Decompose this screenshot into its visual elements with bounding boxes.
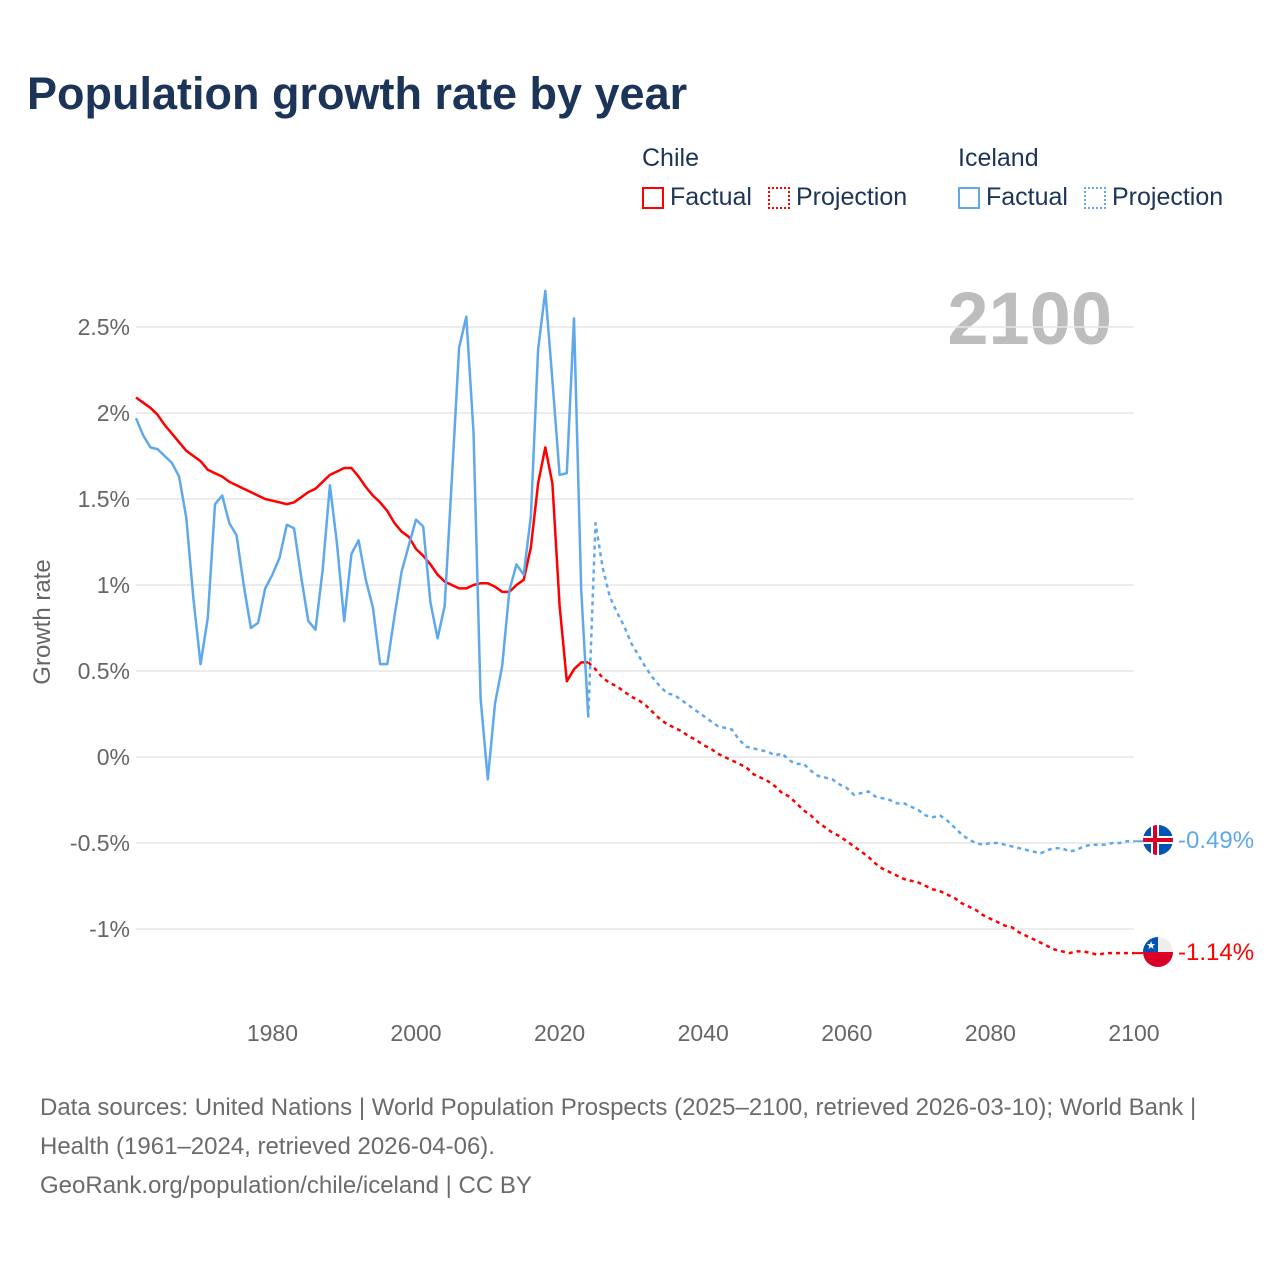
legend-iceland-factual[interactable]: Factual [958,183,1068,212]
legend-chile-projection[interactable]: Projection [767,183,908,212]
iceland-end-value: -0.49% [1178,827,1254,854]
credit-link[interactable]: GeoRank.org/population/chile/iceland | C… [40,1172,532,1199]
current-year-label: 2100 [947,277,1112,360]
chile-end-value: -1.14% [1178,939,1254,966]
iceland-flag-icon [1143,825,1173,855]
legend-swatch-dotted [767,186,790,209]
x-tick-label: 2100 [1108,1020,1159,1046]
x-tick-label: 2000 [390,1020,441,1046]
legend-iceland-title: Iceland [958,144,1039,172]
y-tick-label: 0% [97,744,130,770]
legend-iceland-projection[interactable]: Projection [1083,183,1224,212]
legend-swatch-dotted [1083,186,1106,209]
legend-iceland: Iceland Factual Projection [958,144,1223,212]
footer: Data sources: United Nations | World Pop… [40,1088,1240,1205]
y-axis-title: Growth rate [29,559,56,684]
series-line-iceland-projection [587,521,1134,855]
legend-label: Factual [670,183,752,211]
chile-flag-icon: ★ [1143,937,1173,967]
legend-label: Projection [1111,183,1224,211]
legend-chile: Chile Factual Projection [642,144,907,212]
x-tick-label: 2080 [965,1020,1016,1046]
legend-swatch-solid [958,186,980,209]
y-tick-label: 0.5% [78,658,130,684]
y-tick-label: 2% [97,400,130,426]
x-tick-label: 2060 [821,1020,872,1046]
legend-swatch-solid [642,186,664,209]
data-sources: Data sources: United Nations | World Pop… [40,1094,1197,1160]
page-title: Population growth rate by year [27,68,688,119]
x-tick-label: 2020 [534,1020,585,1046]
svg-text:★: ★ [1146,940,1156,952]
series-line-chile-projection [587,661,1134,957]
y-tick-label: 1% [97,572,130,598]
legend-chile-title: Chile [642,144,699,172]
x-tick-label: 1980 [247,1020,298,1046]
y-tick-label: 1.5% [78,486,130,512]
y-tick-label: -0.5% [70,830,130,856]
series-line-iceland-factual [134,289,590,781]
legend-label: Projection [795,183,908,211]
x-tick-label: 2040 [678,1020,729,1046]
y-tick-label: -1% [89,916,130,942]
legend-label: Factual [986,183,1068,211]
y-tick-label: 2.5% [78,314,130,340]
series-line-chile-factual [135,396,589,683]
legend-chile-factual[interactable]: Factual [642,183,752,212]
